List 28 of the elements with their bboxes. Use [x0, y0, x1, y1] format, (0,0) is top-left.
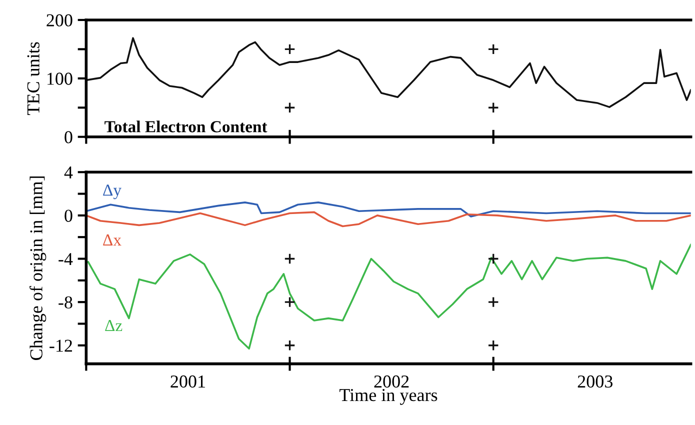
line-series [87, 244, 691, 350]
line-series [86, 211, 691, 228]
y-tick-label: 200 [46, 14, 72, 26]
series-label: Δx [103, 234, 122, 246]
annotation: Total Electron Content [104, 120, 268, 132]
point [488, 253, 500, 264]
y-tick-label: 4 [64, 166, 73, 178]
y-tick-label: 100 [47, 72, 72, 85]
y-tick-label: -8 [58, 296, 72, 309]
point [284, 296, 296, 308]
series-label: Δy [103, 184, 122, 200]
y-axis-title: TEC units [27, 42, 40, 115]
line-series [86, 202, 691, 218]
x-tick-label: 2001 [170, 375, 205, 388]
y-axis-title: Change of origin in [mm] [30, 176, 46, 360]
series-label: Δz [105, 320, 122, 331]
x-axis-title: Time in years [340, 389, 438, 405]
y-tick-label: 0 [64, 131, 72, 144]
y-tick-label: -12 [50, 340, 72, 352]
point [488, 340, 500, 352]
y-tick-label: 0 [64, 210, 72, 222]
line-series [86, 37, 691, 108]
point [284, 340, 296, 352]
x-tick-label: 2003 [578, 375, 612, 388]
point [284, 253, 296, 264]
x-tick-label: 2002 [374, 375, 409, 388]
point [488, 296, 500, 308]
y-tick-label: -4 [58, 253, 73, 266]
